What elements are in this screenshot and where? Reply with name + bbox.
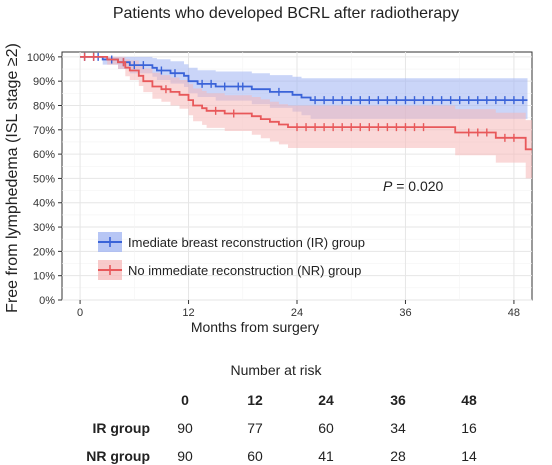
chart-title: Patients who developed BCRL after radiot…	[113, 5, 459, 22]
legend-label: No immediate reconstruction (NR) group	[128, 263, 361, 278]
p-value-text: = 0.020	[392, 178, 443, 194]
y-tick-label: 20%	[33, 246, 55, 258]
legend-label: Imediate breast reconstruction (IR) grou…	[128, 235, 365, 250]
p-value-annotation: P = 0.020	[383, 178, 444, 194]
risk-month-36: 36	[390, 392, 406, 408]
y-axis-label: Free from lymphedema (ISL stage ≥2)	[4, 43, 21, 313]
survival-curve-1	[80, 56, 532, 151]
risk-value: 34	[390, 420, 406, 436]
y-tick-label: 80%	[33, 100, 55, 112]
survival-chart: Patients who developed BCRL after radiot…	[4, 5, 533, 335]
x-tick-label: 12	[182, 307, 194, 319]
risk-month-24: 24	[318, 392, 334, 408]
x-axis-label: Months from surgery	[191, 319, 319, 335]
risk-value: 90	[177, 420, 193, 436]
x-tick-label: 48	[508, 307, 520, 319]
risk-row-label-nr: NR group	[86, 448, 150, 464]
confidence-band-1	[80, 56, 532, 179]
risk-value: 77	[247, 420, 263, 436]
y-tick-label: 0%	[39, 295, 55, 307]
risk-value: 60	[247, 448, 263, 464]
x-tick-label: 36	[399, 307, 411, 319]
risk-month-48: 48	[461, 392, 477, 408]
number-at-risk-table: Number at risk 0 12 24 36 48 IR group 90…	[0, 356, 552, 465]
y-tick-label: 30%	[33, 222, 55, 234]
legend: Imediate breast reconstruction (IR) grou…	[98, 232, 365, 280]
y-tick-label: 40%	[33, 198, 55, 210]
p-symbol: P	[383, 178, 393, 194]
risk-row-label-ir: IR group	[92, 420, 150, 436]
y-tick-label: 90%	[33, 76, 55, 88]
risk-value: 90	[177, 448, 193, 464]
risk-value: 60	[318, 420, 334, 436]
confidence-band-0	[80, 56, 528, 119]
risk-value: 41	[318, 448, 334, 464]
y-tick-label: 60%	[33, 149, 55, 161]
risk-month-12: 12	[247, 392, 263, 408]
risk-month-0: 0	[181, 392, 189, 408]
risk-table-title: Number at risk	[230, 362, 322, 378]
y-tick-label: 70%	[33, 125, 55, 137]
risk-value: 14	[461, 448, 477, 464]
y-tick-label: 100%	[27, 52, 55, 64]
risk-value: 16	[461, 420, 477, 436]
survival-curve-0	[80, 56, 528, 101]
risk-value: 28	[390, 448, 406, 464]
y-tick-label: 10%	[33, 271, 55, 283]
plot-area: 0% 10% 20% 30% 40% 50% 60% 70% 80% 90% 100% 0 12 24 36…	[27, 51, 533, 319]
y-tick-label: 50%	[33, 173, 55, 185]
x-tick-label: 0	[77, 307, 83, 319]
x-tick-label: 24	[291, 307, 303, 319]
